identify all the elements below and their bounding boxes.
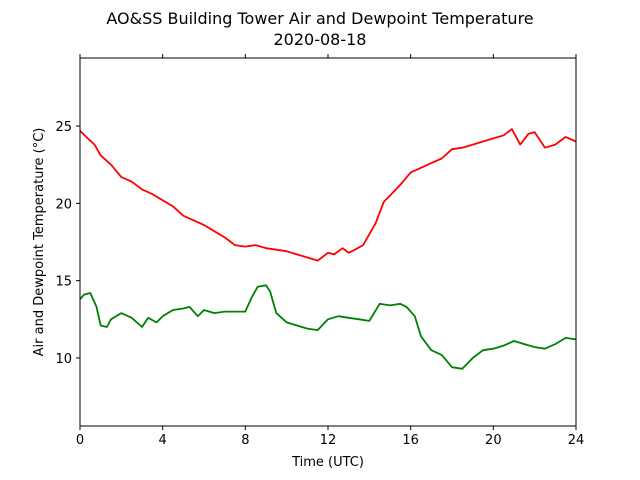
series-layer [79, 128, 577, 370]
series-line-1 [79, 128, 577, 262]
y-tick-label: 10 [55, 352, 72, 367]
x-axis-label: Time (UTC) [291, 455, 364, 470]
chart-subtitle: 2020-08-18 [274, 30, 367, 49]
x-tick-label: 12 [320, 433, 337, 448]
x-tick-label: 0 [76, 433, 84, 448]
y-tick-label: 20 [55, 197, 72, 212]
chart-title: AO&SS Building Tower Air and Dewpoint Te… [106, 9, 533, 28]
x-tick-label: 8 [241, 433, 249, 448]
x-tick-label: 20 [485, 433, 502, 448]
ticks-layer: 0 4 8 12 16 20 24 10 15 20 25 [55, 54, 584, 448]
series-line-2 [79, 284, 577, 370]
y-axis-label: Air and Dewpoint Temperature (°C) [32, 128, 47, 357]
x-tick-label: 4 [159, 433, 167, 448]
plot-frame [79, 57, 577, 427]
x-tick-label: 24 [568, 433, 585, 448]
y-tick-label: 25 [55, 120, 72, 135]
y-tick-label: 15 [55, 275, 72, 290]
x-tick-label: 16 [402, 433, 419, 448]
